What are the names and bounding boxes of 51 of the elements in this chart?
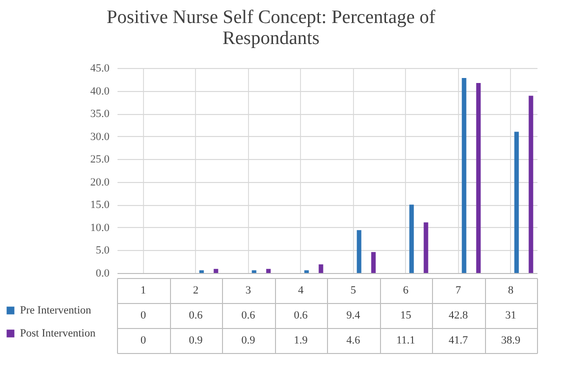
bar: [424, 222, 428, 273]
legend-label: Post Intervention: [20, 328, 96, 340]
y-tick-label: 25.0: [90, 154, 110, 166]
data-label: 38.9: [501, 334, 521, 346]
bar: [199, 270, 204, 273]
x-tick-label: 4: [298, 284, 304, 296]
legend-label: Pre Intervention: [20, 304, 92, 316]
x-tick-label: 6: [403, 284, 409, 296]
data-label: 41.7: [448, 334, 468, 346]
bar: [514, 132, 519, 273]
data-label: 0: [140, 334, 146, 346]
x-tick-label: 1: [140, 284, 146, 296]
x-tick-label: 8: [508, 284, 514, 296]
bar: [356, 230, 362, 273]
y-tick-label: 15.0: [90, 199, 110, 212]
x-tick-label: 7: [456, 284, 462, 296]
data-label: 0.9: [188, 334, 204, 346]
bar: [528, 96, 534, 273]
y-tick-label: 0.0: [96, 268, 110, 280]
y-tick-label: 10.0: [90, 222, 110, 234]
data-label: 0.6: [188, 310, 204, 322]
data-label: 0: [140, 310, 146, 322]
data-label: 1.9: [294, 334, 308, 346]
bar: [252, 270, 256, 273]
data-label: 0.6: [294, 310, 308, 322]
bar: [318, 264, 324, 273]
bar: [304, 270, 309, 273]
bar: [266, 268, 271, 273]
data-label: 11.1: [396, 334, 416, 346]
x-tick-label: 3: [246, 284, 252, 296]
bar: [476, 83, 481, 273]
bar: [409, 204, 414, 273]
data-label: 0.9: [241, 334, 256, 346]
x-tick-label: 5: [350, 284, 356, 296]
y-tick-label: 5.0: [96, 244, 110, 257]
y-tick-label: 30.0: [90, 130, 110, 143]
data-label: 9.4: [346, 310, 361, 322]
chart-title: Positive Nurse Self Concept: Percentage of Respondants: [106, 7, 436, 49]
x-tick-label: 2: [193, 284, 198, 296]
data-label: 15: [400, 310, 412, 322]
y-tick-label: 20.0: [90, 176, 110, 188]
data-label: 31: [505, 310, 516, 322]
bar: [214, 268, 218, 273]
y-tick-label: 40.0: [90, 85, 110, 98]
bar: [371, 252, 376, 273]
data-label: 42.8: [448, 310, 468, 322]
y-tick-label: 45.0: [90, 62, 110, 74]
bar: [462, 78, 466, 273]
data-label: 0.6: [241, 310, 256, 322]
y-tick-label: 35.0: [90, 108, 110, 120]
data-label: 4.6: [346, 334, 361, 346]
